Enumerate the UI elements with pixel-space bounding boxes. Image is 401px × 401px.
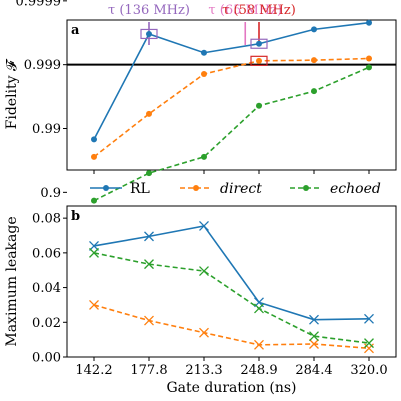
panel-a-highlight-box bbox=[250, 55, 268, 66]
panel-b-point-echoed bbox=[199, 266, 209, 277]
legend-marker-direct bbox=[193, 185, 199, 191]
panel-b-ticks: 0.00 0.02 0.04 0.06 0.08 142.2 177.8 213.3 248.9… bbox=[32, 212, 388, 378]
panel-a-point-direct bbox=[146, 110, 152, 117]
legend-label-RL: RL bbox=[130, 181, 150, 197]
panel-a-point-RL bbox=[311, 26, 317, 33]
panel-a-ytick-label: 0.9999 bbox=[16, 0, 62, 9]
panel-a-label: a bbox=[71, 23, 80, 38]
panel-b-series-line-RL bbox=[93, 225, 370, 321]
panel-b-point-RL bbox=[309, 314, 319, 325]
panel-a-series-line-echoed bbox=[93, 66, 370, 202]
panel-a-ytick-label: 0.99 bbox=[32, 122, 61, 137]
panel-b-ytick-label: 0.06 bbox=[32, 246, 61, 261]
legend-marker-RL bbox=[103, 185, 109, 191]
legend-marker-echoed bbox=[303, 185, 309, 191]
panel-b-point-echoed bbox=[309, 331, 319, 342]
panel-a-point-RL bbox=[256, 40, 262, 47]
panel-b-xtick-label: 284.4 bbox=[295, 363, 332, 378]
panel-a-point-echoed bbox=[146, 170, 152, 177]
panel-b-point-RL bbox=[144, 231, 154, 242]
panel-b-ytick-label: 0.04 bbox=[32, 281, 61, 296]
panel-b-point-echoed bbox=[144, 259, 154, 270]
legend-label-echoed: echoed bbox=[330, 181, 381, 197]
panel-b-xtick-label: 320.0 bbox=[350, 363, 387, 378]
annotation-tau-136: τ (136 MHz) bbox=[108, 3, 190, 18]
panel-a-series-line-RL bbox=[93, 21, 370, 140]
panel-b-point-direct bbox=[144, 315, 154, 326]
panel-b-point-RL bbox=[364, 313, 374, 324]
panel-a-plot bbox=[67, 19, 396, 204]
panel-b-point-direct bbox=[199, 327, 209, 338]
panel-b-label: b bbox=[71, 209, 80, 224]
panel-a-point-RL bbox=[201, 49, 207, 56]
panel-a-series-line-direct bbox=[93, 57, 370, 158]
panel-b-point-echoed bbox=[89, 247, 99, 258]
panel-b-xtick-label: 248.9 bbox=[240, 363, 277, 378]
panel-b-point-RL bbox=[89, 240, 99, 251]
panel-b-series-line-echoed bbox=[93, 252, 370, 344]
panel-a-frame bbox=[66, 19, 397, 171]
panel-a-point-direct bbox=[201, 71, 207, 78]
panel-a-point-direct bbox=[366, 55, 372, 62]
panel-a-highlight-box bbox=[250, 38, 268, 49]
panel-a-ticks: 0.9999 0.999 0.99 0.9 bbox=[16, 0, 370, 201]
panel-a-point-echoed bbox=[201, 153, 207, 160]
panel-b-xtick-label: 142.2 bbox=[75, 363, 112, 378]
panel-a-point-direct bbox=[311, 57, 317, 64]
panel-b-point-direct bbox=[254, 339, 264, 350]
panel-a-point-RL bbox=[146, 30, 152, 37]
panel-a-ytick-label: 0.999 bbox=[24, 58, 61, 73]
panel-a-point-echoed bbox=[91, 197, 97, 204]
panel-b-ytick-label: 0.08 bbox=[32, 212, 61, 227]
annotation-tau-58: τ (58 MHz) bbox=[222, 3, 296, 18]
panel-a-point-direct bbox=[91, 153, 97, 160]
panel-b-point-direct bbox=[89, 299, 99, 310]
panel-a-point-echoed bbox=[311, 88, 317, 95]
panel-b-plot bbox=[89, 221, 374, 354]
panel-b-xtick-label: 213.3 bbox=[185, 363, 222, 378]
panel-b: b Maximum leakage Gate duration (ns) 0.0… bbox=[4, 205, 397, 396]
legend-label-direct: direct bbox=[220, 181, 262, 197]
panel-a-ylabel: Fidelity 𝓕 bbox=[4, 58, 20, 129]
panel-b-point-direct bbox=[309, 339, 319, 349]
panel-b-frame bbox=[66, 205, 397, 358]
panel-a-point-echoed bbox=[256, 102, 262, 109]
panel-b-ytick-label: 0.00 bbox=[32, 351, 61, 366]
panel-b-point-echoed bbox=[254, 303, 264, 314]
panel-b-xtick-label: 177.8 bbox=[130, 363, 167, 378]
panel-a-point-echoed bbox=[366, 64, 372, 71]
panel-b-point-echoed bbox=[364, 338, 374, 349]
panel-b-ylabel: Maximum leakage bbox=[4, 216, 20, 346]
panel-a: a Fidelity 𝓕 0.9999 0.999 0.99 0.9 bbox=[4, 0, 397, 204]
panel-a-point-direct bbox=[256, 57, 262, 64]
panel-b-series-line-direct bbox=[93, 304, 370, 350]
annotations: τ (136 MHz) τ (65 MHz) τ (58 MHz) bbox=[108, 3, 296, 45]
panel-b-point-RL bbox=[199, 221, 209, 231]
panel-a-point-RL bbox=[366, 19, 372, 26]
panel-a-highlight-box bbox=[140, 28, 158, 40]
panel-a-ytick-label: 0.9 bbox=[40, 186, 61, 201]
legend: RL direct echoed bbox=[90, 181, 381, 197]
panel-b-ytick-label: 0.02 bbox=[32, 316, 61, 331]
panel-a-point-RL bbox=[91, 136, 97, 143]
annotation-tau-65: τ (65 MHz) bbox=[208, 3, 282, 18]
panel-b-xlabel: Gate duration (ns) bbox=[166, 380, 296, 396]
